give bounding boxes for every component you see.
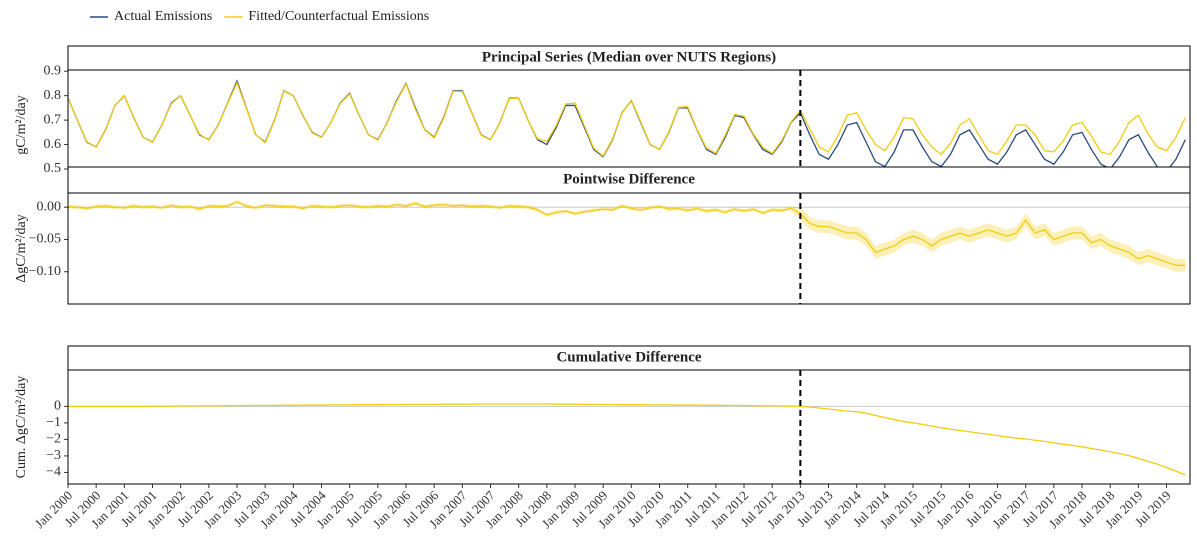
panel-frame [67, 192, 1191, 305]
strip-title: Principal Series (Median over NUTS Regio… [482, 49, 776, 65]
y-tick-label: 0.7 [44, 112, 62, 127]
y-tick-label: −4 [46, 465, 61, 480]
series-line [67, 81, 1186, 158]
legend-label: Actual Emissions [114, 9, 212, 24]
y-axis-label: Cum. ΔgC/m²/day [14, 376, 29, 479]
confidence-band [68, 200, 1186, 272]
y-tick-label: 0.9 [44, 63, 62, 78]
y-tick-label: −0.10 [29, 264, 61, 279]
y-tick-label: −1 [46, 415, 61, 430]
y-tick-label: 0 [54, 399, 61, 414]
y-tick-label: −0.05 [29, 232, 61, 247]
y-tick-label: −3 [46, 448, 61, 463]
series-line [67, 201, 1186, 266]
panel-frame [67, 369, 1191, 485]
strip [67, 45, 1191, 71]
y-tick-label: 0.8 [44, 88, 62, 103]
y-axis-label: ΔgC/m²/day [14, 214, 29, 282]
y-tick-label: 0.5 [44, 161, 62, 176]
y-axis-label: gC/m²/day [14, 95, 29, 154]
y-tick-label: 0.6 [44, 137, 62, 152]
legend-label: Fitted/Counterfactual Emissions [248, 9, 429, 24]
y-tick-label: 0.00 [37, 199, 62, 214]
series-line [67, 79, 1186, 173]
y-tick-label: −2 [46, 432, 61, 447]
strip-title: Cumulative Difference [556, 349, 701, 365]
strip-title: Pointwise Difference [563, 171, 695, 187]
series-line [68, 403, 1186, 476]
